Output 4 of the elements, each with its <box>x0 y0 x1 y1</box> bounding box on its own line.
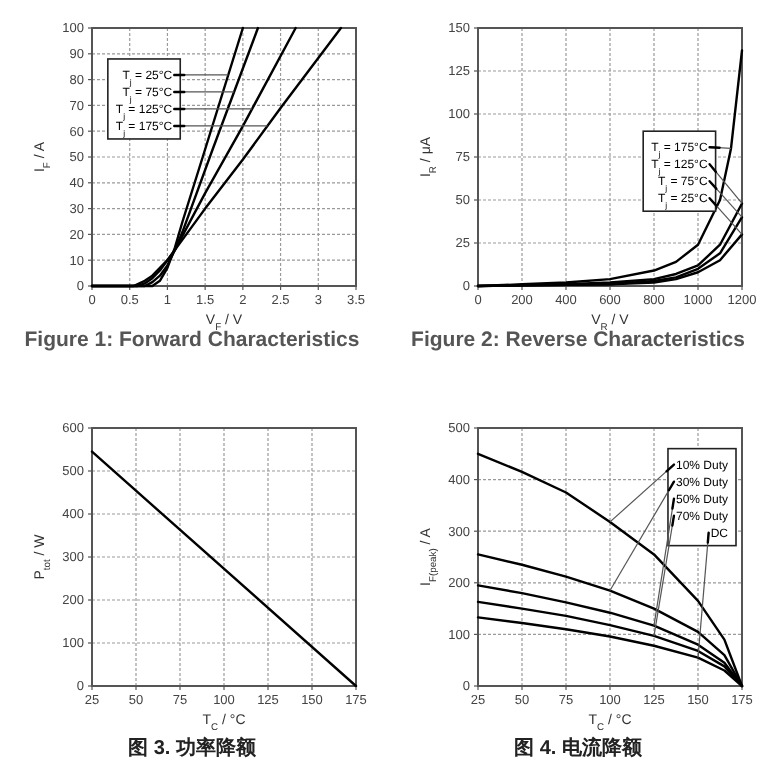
text: 图 4. 电流降额 <box>514 736 644 760</box>
text: 图 3. 功率降额 <box>128 736 258 760</box>
text: Figure 1: Forward Characteristics <box>24 328 360 352</box>
text: Figure 2: Reverse Characteristics <box>411 328 746 352</box>
